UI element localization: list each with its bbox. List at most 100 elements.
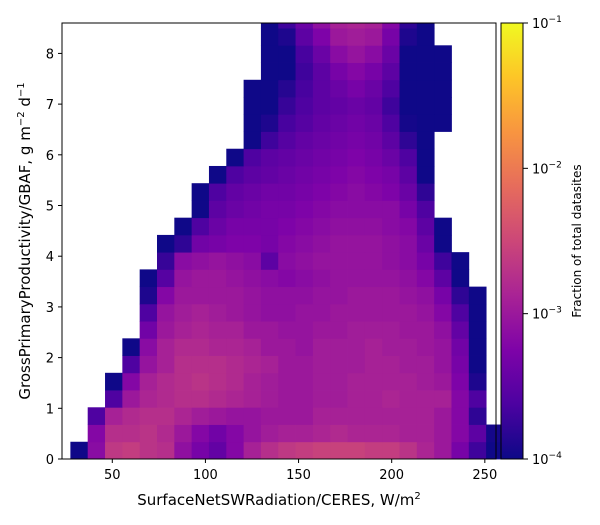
heatmap-cell bbox=[347, 28, 366, 46]
heatmap-cell bbox=[451, 441, 470, 460]
heatmap-cell bbox=[295, 321, 314, 339]
heatmap-cell bbox=[416, 131, 435, 150]
heatmap-cell bbox=[260, 165, 279, 184]
heatmap-cell bbox=[416, 372, 435, 391]
heatmap-cell bbox=[260, 355, 279, 374]
y-tick-label: 6 bbox=[46, 149, 54, 164]
x-tick-label: 100 bbox=[193, 468, 218, 483]
heatmap-cell bbox=[330, 303, 348, 322]
heatmap-cell bbox=[226, 252, 245, 270]
heatmap-cell bbox=[347, 131, 366, 150]
heatmap-cell bbox=[364, 79, 383, 98]
heatmap-cell bbox=[87, 424, 106, 443]
heatmap-cell bbox=[468, 286, 487, 305]
heatmap-cell bbox=[399, 252, 418, 270]
heatmap-cell bbox=[295, 390, 314, 408]
heatmap-cell bbox=[468, 321, 487, 339]
heatmap-cell bbox=[243, 321, 262, 339]
x-tick-label: 150 bbox=[286, 468, 311, 483]
heatmap-cell bbox=[105, 407, 123, 425]
y-tick-label: 8 bbox=[46, 47, 54, 62]
heatmap-cell bbox=[139, 424, 158, 443]
heatmap-cell bbox=[260, 28, 279, 46]
heatmap-cell bbox=[295, 234, 314, 253]
heatmap-cell bbox=[382, 286, 400, 305]
y-tick-label: 5 bbox=[46, 200, 54, 215]
heatmap-cell bbox=[226, 355, 245, 374]
heatmap-cell bbox=[330, 321, 348, 339]
heatmap-cell bbox=[330, 148, 348, 167]
heatmap-cell bbox=[226, 303, 245, 322]
heatmap-cell bbox=[278, 355, 296, 374]
heatmap-cell bbox=[243, 217, 262, 236]
heatmap-cell bbox=[260, 131, 279, 150]
heatmap-cell bbox=[330, 200, 348, 219]
heatmap-cell bbox=[312, 45, 331, 63]
heatmap-cell bbox=[347, 390, 366, 408]
heatmap-cell bbox=[122, 390, 141, 408]
heatmap-cell bbox=[139, 303, 158, 322]
y-tick-label: 2 bbox=[46, 352, 54, 367]
heatmap-cell bbox=[416, 97, 435, 115]
heatmap-cell bbox=[416, 390, 435, 408]
heatmap-cell bbox=[434, 390, 452, 408]
heatmap-cell bbox=[122, 338, 141, 356]
heatmap-cell bbox=[312, 183, 331, 201]
heatmap-cell bbox=[295, 45, 314, 63]
heatmap-cell bbox=[434, 441, 452, 460]
heatmap-cell bbox=[139, 355, 158, 374]
heatmap-cell bbox=[260, 286, 279, 305]
heatmap-cell bbox=[347, 217, 366, 236]
heatmap-cell bbox=[191, 321, 210, 339]
heatmap-cell bbox=[347, 234, 366, 253]
heatmap-cell bbox=[347, 355, 366, 374]
heatmap-cell bbox=[486, 441, 504, 460]
y-tick-label: 1 bbox=[46, 402, 54, 417]
y-tick-label: 3 bbox=[46, 301, 54, 316]
heatmap-cell bbox=[451, 286, 470, 305]
heatmap-cell bbox=[139, 390, 158, 408]
heatmap-cell bbox=[174, 338, 193, 356]
heatmap-cell bbox=[468, 441, 487, 460]
heatmap-cell bbox=[347, 165, 366, 184]
heatmap-cell bbox=[434, 321, 452, 339]
heatmap-cell bbox=[208, 355, 227, 374]
heatmap-cell bbox=[208, 407, 227, 425]
heatmap-cell bbox=[208, 286, 227, 305]
heatmap-cell bbox=[347, 286, 366, 305]
heatmap-cell bbox=[295, 338, 314, 356]
heatmap-cell bbox=[312, 424, 331, 443]
heatmap-cell bbox=[416, 200, 435, 219]
heatmap-cell bbox=[243, 165, 262, 184]
heatmap-cell bbox=[191, 200, 210, 219]
heatmap-cell bbox=[364, 390, 383, 408]
heatmap-cell bbox=[243, 390, 262, 408]
heatmap-cell bbox=[295, 286, 314, 305]
heatmap-cell bbox=[174, 321, 193, 339]
heatmap-cell bbox=[364, 424, 383, 443]
heatmap-cell bbox=[416, 338, 435, 356]
heatmap-cell bbox=[399, 355, 418, 374]
heatmap-cell bbox=[157, 355, 175, 374]
heatmap-cell bbox=[416, 28, 435, 46]
heatmap-cell bbox=[347, 303, 366, 322]
heatmap-cell bbox=[399, 200, 418, 219]
heatmap-cell bbox=[416, 45, 435, 63]
heatmap-cell bbox=[312, 407, 331, 425]
heatmap-cell bbox=[330, 234, 348, 253]
heatmap-cell bbox=[226, 407, 245, 425]
heatmap-cell bbox=[278, 79, 296, 98]
heatmap-cell bbox=[122, 424, 141, 443]
heatmap-cell bbox=[243, 148, 262, 167]
heatmap-cell bbox=[312, 79, 331, 98]
heatmap-cell bbox=[347, 45, 366, 63]
heatmap-cell bbox=[364, 252, 383, 270]
heatmap-cell bbox=[278, 269, 296, 288]
heatmap-cell bbox=[208, 372, 227, 391]
heatmap-cell bbox=[382, 79, 400, 98]
heatmap-cell bbox=[312, 303, 331, 322]
heatmap-cell bbox=[416, 23, 435, 29]
heatmap-cell bbox=[295, 165, 314, 184]
plot-frame bbox=[61, 22, 497, 460]
